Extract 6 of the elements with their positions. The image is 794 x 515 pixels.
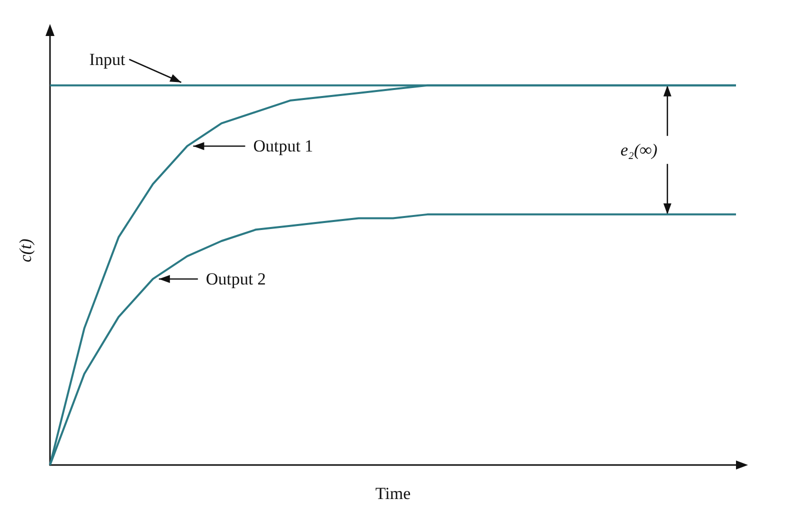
series-label: Output 1 — [253, 136, 314, 156]
x-axis-title: Time — [375, 484, 411, 503]
annotation: e₂(∞) — [620, 140, 658, 160]
y-axis-title: c(t) — [16, 238, 35, 262]
series-label: Input — [89, 50, 126, 69]
series-label: Output 2 — [206, 269, 266, 288]
